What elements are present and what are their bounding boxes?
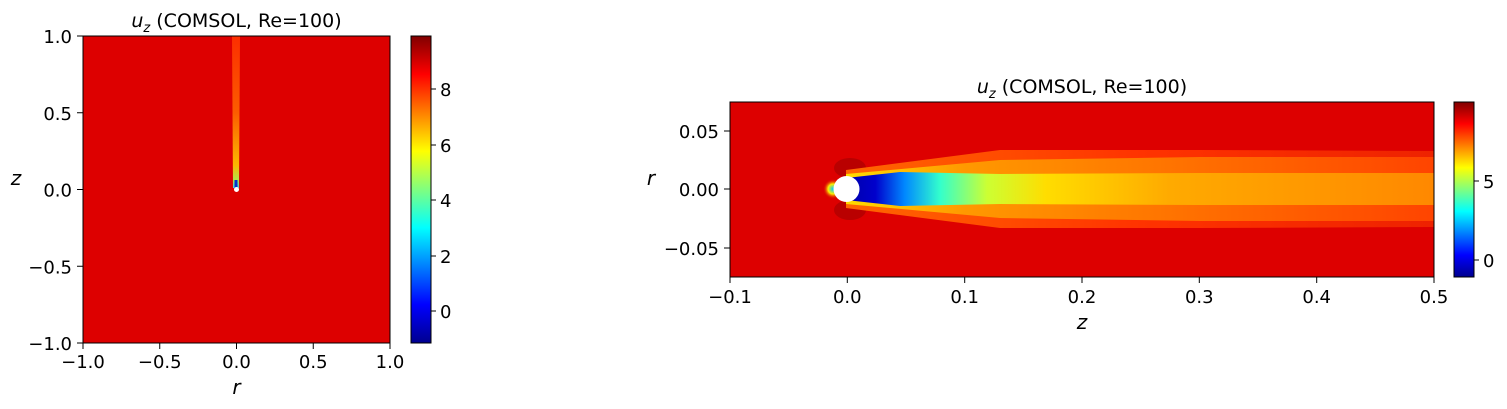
left-wake	[232, 36, 240, 188]
left-colorbar-tick: 8	[440, 80, 451, 101]
left-ytick: −0.5	[28, 257, 72, 278]
left-xtick: 0.5	[299, 352, 328, 373]
right-xtick: 0.4	[1302, 287, 1331, 308]
left-ytick: 0.5	[43, 104, 72, 125]
right-ytick: 0.05	[679, 122, 719, 143]
right-colorbar-tick: 5	[1483, 172, 1494, 193]
left-chart-title: uz (COMSOL, Re=100)	[131, 10, 341, 36]
left-chart: uz (COMSOL, Re=100) −1.0 −0.5 0.0 0.5 1.…	[10, 10, 452, 399]
right-field	[730, 102, 1434, 277]
right-xtick: 0.0	[833, 287, 862, 308]
left-wake-core	[234, 180, 238, 188]
right-xtick: 0.3	[1185, 287, 1214, 308]
left-colorbar-tick: 0	[440, 302, 451, 323]
right-colorbar-tick: 0	[1483, 251, 1494, 272]
right-obstacle	[833, 176, 860, 202]
right-x-axis	[729, 277, 1435, 283]
left-colorbar-tick: 4	[440, 191, 451, 212]
left-xtick: −1.0	[61, 352, 105, 373]
right-ytick: −0.05	[664, 239, 719, 260]
right-ytick: 0.00	[679, 180, 719, 201]
left-obstacle	[234, 187, 239, 192]
left-xtick: 0.0	[222, 352, 251, 373]
left-xtick: 1.0	[376, 352, 405, 373]
right-xtick: 0.1	[950, 287, 979, 308]
left-ytick: 1.0	[43, 27, 72, 48]
left-x-axis	[82, 343, 391, 349]
left-colorbar-tick: 6	[440, 136, 451, 157]
left-colorbar-ticks	[431, 88, 436, 312]
right-xtick: 0.2	[1068, 287, 1097, 308]
right-xtick: 0.5	[1420, 287, 1449, 308]
right-chart: uz (COMSOL, Re=100) −0.1 0.0 0.1 0.2 0.3	[647, 76, 1495, 334]
left-colorbar	[410, 35, 432, 344]
right-chart-title: uz (COMSOL, Re=100)	[977, 76, 1187, 102]
left-ytick: −1.0	[28, 334, 72, 355]
left-xlabel: r	[232, 375, 242, 399]
right-xtick: −0.1	[708, 287, 752, 308]
left-y-axis	[77, 35, 83, 344]
right-y-axis	[724, 130, 730, 249]
left-ytick: 0.0	[43, 181, 72, 202]
left-colorbar-tick: 2	[440, 247, 451, 268]
right-colorbar	[1453, 101, 1475, 278]
left-ylabel: z	[10, 166, 22, 190]
right-colorbar-ticks	[1474, 180, 1479, 261]
left-xtick: −0.5	[138, 352, 182, 373]
right-ylabel: r	[647, 166, 657, 190]
right-xlabel: z	[1076, 310, 1088, 334]
